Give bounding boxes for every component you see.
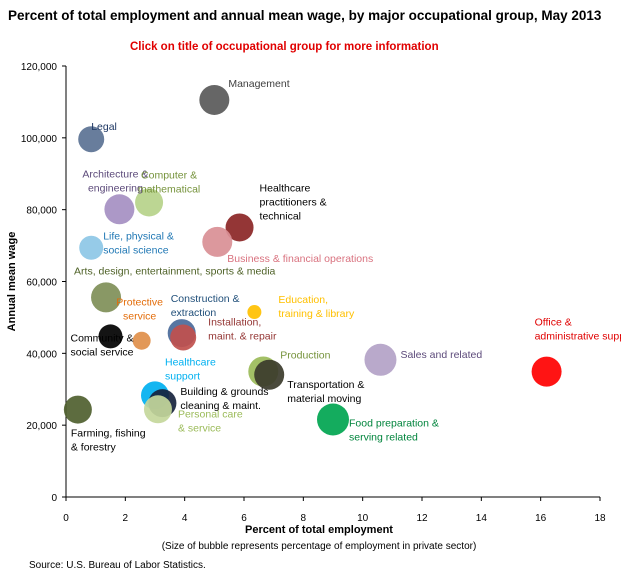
x-tick-label: 14 (476, 513, 488, 524)
x-tick-label: 6 (241, 513, 247, 524)
bubble-label-17[interactable]: Healthcare support (165, 356, 216, 382)
x-tick-label: 12 (416, 513, 428, 524)
bubble-11[interactable] (132, 331, 151, 350)
y-tick-label: 120,000 (21, 62, 58, 73)
bubble-label-15[interactable]: Production (280, 350, 330, 362)
bubble-1[interactable] (78, 126, 105, 153)
bubble-19[interactable] (143, 395, 172, 424)
bubble-label-7[interactable]: Arts, design, entertainment, sports & me… (74, 265, 276, 277)
bubble-0[interactable] (199, 84, 230, 115)
y-axis-ticks: 0 20,000 40,000 60,000 80,000 100,000 120,000 (21, 62, 66, 504)
x-tick-label: 2 (123, 513, 129, 524)
bubble-label-5[interactable]: Business & financial operations (227, 253, 373, 265)
bubbles (63, 84, 562, 436)
source-note: Source: U.S. Bureau of Labor Statistics. (29, 560, 206, 571)
bubble-label-10[interactable]: Installation, maint. & repair (208, 316, 277, 342)
bubble-label-14[interactable]: Sales and related (400, 349, 482, 361)
bubble-8[interactable] (247, 305, 262, 320)
bubble-4[interactable] (225, 213, 254, 242)
bubble-label-18[interactable]: Building & grounds cleaning & maint. (180, 386, 268, 412)
bubble-5[interactable] (202, 226, 233, 257)
bubble-10[interactable] (170, 324, 197, 351)
y-tick-label: 20,000 (26, 421, 57, 432)
y-axis-label: Annual mean wage (6, 232, 18, 332)
bubble-3[interactable] (135, 188, 164, 217)
bubble-label-4[interactable]: Healthcare practitioners & technical (260, 182, 327, 222)
bubble-label-8[interactable]: Education, training & library (278, 294, 355, 320)
bubble-12[interactable] (98, 324, 123, 349)
bubble-label-3[interactable]: Computer & mathematical (138, 169, 200, 195)
bubble-2[interactable] (104, 194, 135, 225)
bubble-label-9[interactable]: Construction & extraction (171, 293, 240, 319)
bubble-label-13[interactable]: Office &administrative support (535, 317, 621, 343)
y-tick-label: 80,000 (26, 206, 57, 217)
bubble-21[interactable] (317, 403, 349, 436)
x-tick-label: 10 (357, 513, 369, 524)
bubble-20[interactable] (63, 395, 92, 424)
x-tick-label: 16 (535, 513, 547, 524)
x-tick-label: 8 (301, 513, 307, 524)
y-tick-label: 60,000 (26, 278, 57, 289)
chart-title: Percent of total employment and annual m… (8, 8, 602, 23)
bubble-14[interactable] (364, 343, 397, 376)
x-axis-ticks: 0 2 4 6 8 10 12 14 16 18 (63, 497, 606, 524)
y-tick-label: 100,000 (21, 134, 58, 145)
bubble-label-0[interactable]: Management (228, 78, 289, 90)
y-tick-label: 0 (51, 493, 57, 504)
bubble-label-19[interactable]: Personal care & service (178, 408, 243, 434)
bubble-label-12[interactable]: Community & social service (71, 332, 134, 358)
bubble-label-6[interactable]: Life, physical & social science (103, 231, 174, 257)
x-tick-label: 4 (182, 513, 188, 524)
bubble-labels: Management Legal Architecture & engineering… (71, 78, 621, 454)
bubble-size-note: (Size of bubble represents percentage of… (162, 541, 477, 552)
bubble-label-2[interactable]: Architecture & engineering (82, 168, 148, 194)
bubble-label-16[interactable]: Transportation & material moving (287, 379, 364, 405)
x-tick-label: 0 (63, 513, 69, 524)
y-tick-label: 40,000 (26, 349, 57, 360)
x-tick-label: 18 (594, 513, 606, 524)
bubble-6[interactable] (79, 235, 104, 260)
bubble-label-20[interactable]: Farming, fishing & forestry (71, 428, 146, 454)
bubble-7[interactable] (91, 282, 122, 313)
axes: 0 2 4 6 8 10 12 14 16 18 0 20,000 40,000 60,000 80,00… (21, 62, 606, 524)
chart-subtitle: Click on title of occupational group for… (130, 41, 439, 53)
bubble-16[interactable] (254, 359, 285, 390)
bubble-label-1[interactable]: Legal (91, 121, 117, 133)
bubble-label-11[interactable]: Protective service (116, 297, 163, 323)
x-axis-label: Percent of total employment (245, 524, 393, 536)
bubble-label-21[interactable]: Food preparation & serving related (349, 417, 439, 443)
bubble-13[interactable] (531, 356, 562, 387)
